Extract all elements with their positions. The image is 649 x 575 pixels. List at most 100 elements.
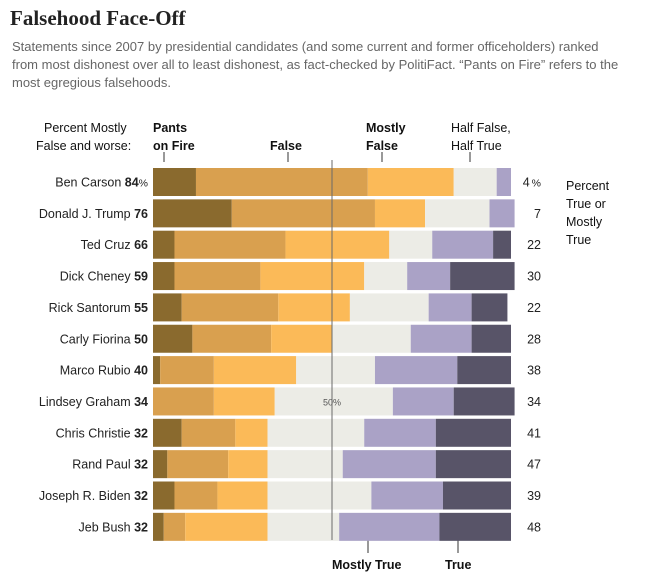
true-value-number: 38 [527,364,541,378]
true-value-number: 22 [527,301,541,315]
bar-segment-mostly-false [278,293,350,322]
chart-subtitle: Statements since 2007 by presidential ca… [12,39,619,90]
row-label: Carly Fiorina 50 [60,332,148,346]
bar-segment-false [167,450,229,479]
bar-segment-half-true [267,512,340,541]
right-column-header-line4: True [566,233,592,247]
candidate-name: Dick Cheney [60,270,134,284]
true-value-number: 22 [527,238,541,252]
mostly-false-worse-value: 32 [134,458,148,472]
right-column-header-line1: Percent [566,179,610,193]
bar-segment-pants-on-fire [153,481,175,510]
bar-segment-pants-on-fire [153,418,182,447]
header-mostly-false-line1: Mostly [366,121,406,135]
candidate-name: Joseph R. Biden [39,489,134,503]
true-value-number: 7 [534,207,541,221]
chart-title: Falsehood Face-Off [10,6,186,30]
bar-segment-false [231,199,375,228]
bar-segment-mostly-false [213,387,275,416]
true-value-number: 39 [527,489,541,503]
bar-segment-false [174,481,218,510]
candidate-name: Ted Cruz [81,238,135,252]
bar-segment-half-true [389,230,433,259]
bar-segment-half-true [364,262,408,291]
true-value-number: 28 [527,332,541,346]
bar-segment-mostly-false [235,418,268,447]
footer-label-mostly-true: Mostly True [332,558,402,572]
left-column-header-line1: Percent Mostly [44,121,127,135]
candidate-name: Donald J. Trump [39,207,134,221]
true-value-number: 41 [527,426,541,440]
row-label: Ted Cruz 66 [81,238,148,252]
true-value-number: 34 [527,395,541,409]
bar-segment-mostly-false [260,262,365,291]
bar-segment-false [174,230,286,259]
bar-segment-half-true [349,293,429,322]
bar-segment-true [493,230,511,259]
bar-segment-mostly-false [185,512,268,541]
bar-segment-mostly-true [339,512,440,541]
bar-segment-mostly-true [374,356,458,385]
mostly-false-worse-value: 34 [134,395,148,409]
header-false: False [270,139,302,153]
bar-segment-false [192,324,272,353]
row-label: Dick Cheney 59 [60,270,148,284]
bar-segment-mostly-true [407,262,451,291]
bar-segment-mostly-false [228,450,268,479]
bar-segment-mostly-true [364,418,436,447]
bar-segment-true [439,512,511,541]
candidate-name: Chris Christie [56,426,135,440]
bar-segment-half-true [274,387,393,416]
true-mostly-true-value: 30 [527,270,541,284]
bar-segment-pants-on-fire [153,450,168,479]
bar-segment-mostly-false [374,199,426,228]
candidate-name: Lindsey Graham [39,395,134,409]
bar-segment-mostly-false [217,481,268,510]
candidate-name: Ben Carson [55,176,124,190]
bar-segment-mostly-true [371,481,443,510]
bar-segment-mostly-true [428,293,472,322]
row-label: Rick Santorum 55 [49,301,148,315]
bar-segment-half-true [332,324,411,353]
mostly-false-worse-value: 84 [125,176,139,190]
mostly-false-worse-value: 55 [134,301,148,315]
bar-segment-pants-on-fire [153,168,196,196]
bar-segment-true [453,387,515,416]
mostly-false-worse-value: 50 [134,332,148,346]
bar-segment-pants-on-fire [153,356,161,385]
true-mostly-true-value: 28 [527,332,541,346]
mostly-false-worse-unit: % [139,178,148,190]
true-value-unit: % [532,178,541,190]
true-mostly-true-value: 7 [534,207,541,221]
bar-segment-true [450,262,515,291]
mostly-false-worse-value: 76 [134,207,148,221]
candidate-name: Rand Paul [72,458,134,472]
bar-segment-true [471,293,508,322]
row-label: Ben Carson 84% [55,176,148,190]
header-mostly-false-line2: False [366,139,398,153]
bar-segment-pants-on-fire [153,230,175,259]
bar-segment-false [181,418,236,447]
true-mostly-true-value: 38 [527,364,541,378]
bar-segment-half-true [425,199,490,228]
mostly-false-worse-value: 32 [134,520,148,534]
bar-segment-mostly-true [410,324,472,353]
bar-segment-pants-on-fire [153,324,193,353]
bar-segment-true [435,418,511,447]
true-mostly-true-value: 34 [527,395,541,409]
bar-segment-false [163,512,186,541]
bar-segment-false [160,356,214,385]
header-pants-line1: Pants [153,121,188,135]
bar-segment-true [471,324,511,353]
row-label: Chris Christie 32 [56,426,148,440]
right-column-header-line3: Mostly [566,215,603,229]
bar-segment-half-true [267,481,372,510]
bar-segment-mostly-false [285,230,390,259]
bar-segment-false [195,168,368,196]
true-mostly-true-value: 48 [527,520,541,534]
mostly-false-worse-value: 40 [134,364,148,378]
mostly-false-worse-value: 59 [134,270,148,284]
bar-segment-pants-on-fire [153,262,175,291]
header-pants-line2: on Fire [153,139,195,153]
true-mostly-true-value: 47 [527,458,541,472]
